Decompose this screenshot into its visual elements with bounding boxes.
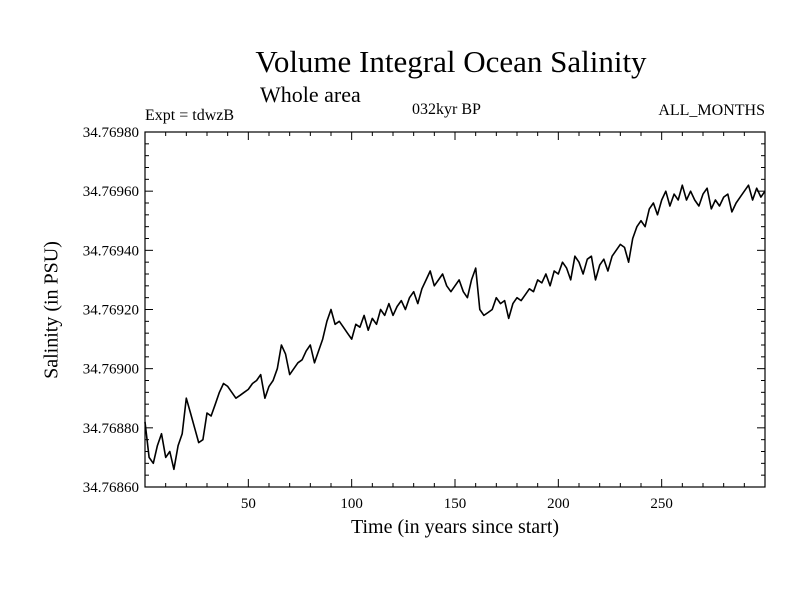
y-tick-label: 34.76920 [83,303,139,319]
y-tick-label: 34.76880 [83,421,139,437]
y-tick-label: 34.76960 [83,184,139,200]
x-tick-label: 50 [241,496,256,512]
chart-title: Volume Integral Ocean Salinity [255,44,647,79]
y-tick-label: 34.76900 [83,362,139,378]
x-tick-label: 150 [444,496,467,512]
salinity-series-line [144,184,766,471]
plot-frame [144,131,766,488]
y-tick-label: 34.76860 [83,480,139,496]
period-label: 032kyr BP [412,101,481,118]
months-label: ALL_MONTHS [658,102,765,119]
chart-subtitle: Whole area [260,82,361,107]
y-tick-label: 34.76980 [83,125,139,141]
x-axis-label: Time (in years since start) [350,516,560,538]
y-tick-label: 34.76940 [83,243,139,259]
x-tick-label: 200 [547,496,570,512]
experiment-label: Expt = tdwzB [145,107,235,124]
x-tick-label: 250 [650,496,673,512]
x-tick-label: 100 [340,496,363,512]
